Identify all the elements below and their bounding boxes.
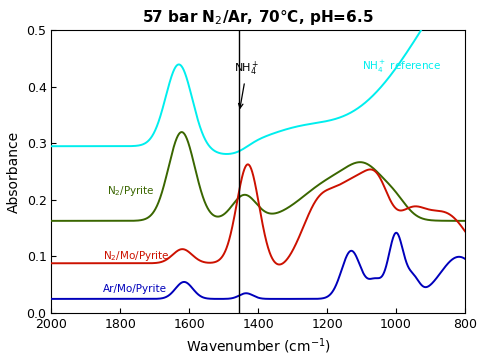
Text: N$_2$/Pyrite: N$_2$/Pyrite: [106, 184, 154, 199]
Text: Ar/Mo/Pyrite: Ar/Mo/Pyrite: [103, 284, 167, 294]
Title: 57 bar N$_2$/Ar, 70$\degree$C, pH=6.5: 57 bar N$_2$/Ar, 70$\degree$C, pH=6.5: [142, 7, 374, 27]
Text: NH$_4^+$ reference: NH$_4^+$ reference: [362, 59, 441, 75]
X-axis label: Wavenumber (cm$^{-1}$): Wavenumber (cm$^{-1}$): [186, 337, 331, 356]
Text: N$_2$/Mo/Pyrite: N$_2$/Mo/Pyrite: [103, 249, 169, 264]
Text: NH$_4^+$: NH$_4^+$: [234, 60, 259, 108]
Y-axis label: Absorbance: Absorbance: [7, 131, 21, 213]
